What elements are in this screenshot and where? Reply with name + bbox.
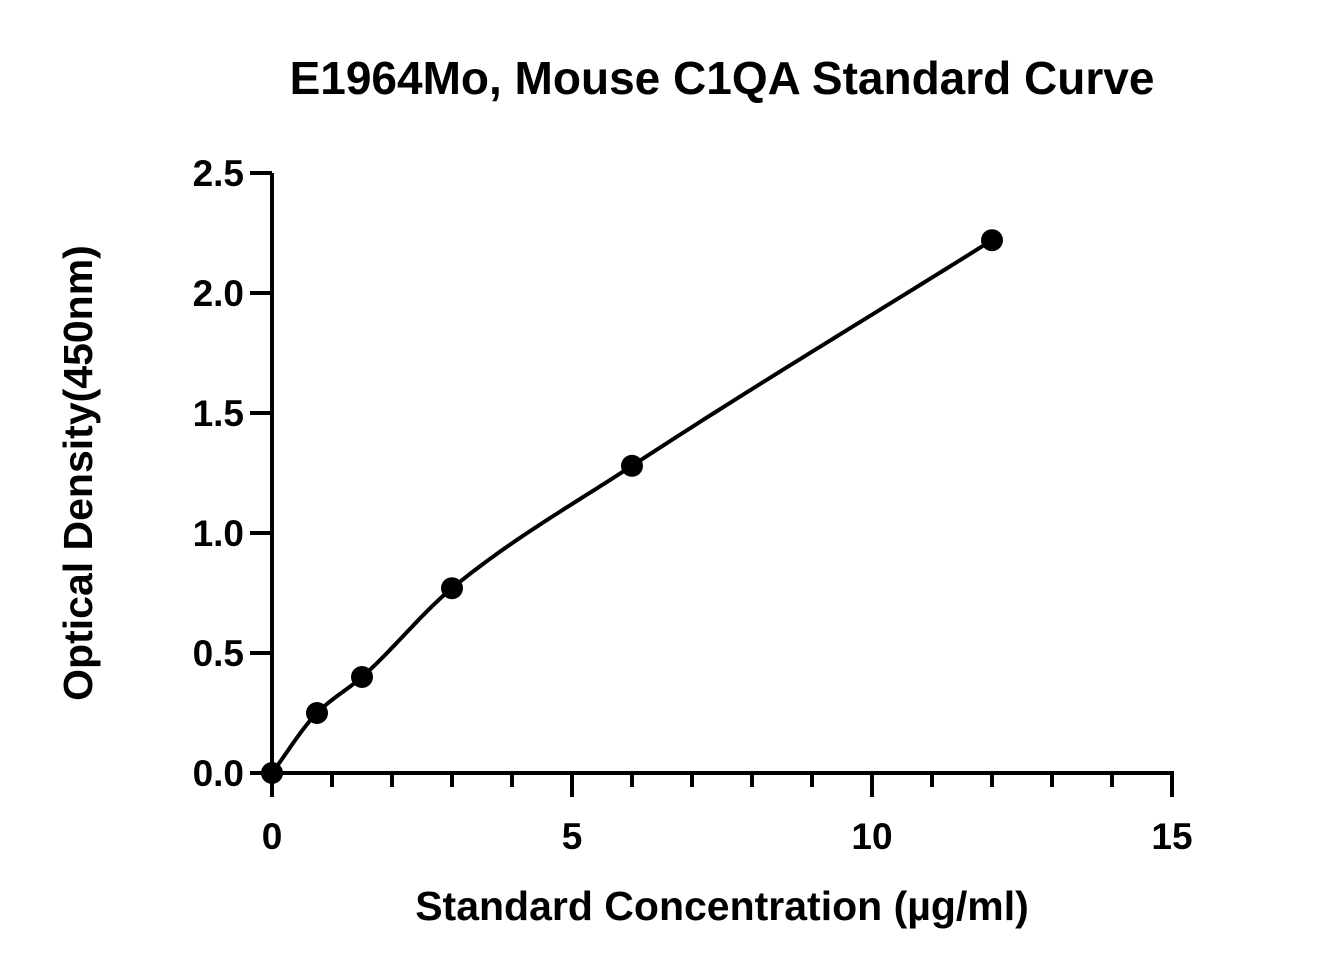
y-ticks: 0.0 0.5 1.0 1.5 2.0 2.5 — [193, 153, 272, 794]
fit-curve-group — [270, 238, 994, 775]
y-tick-label: 2.0 — [193, 273, 244, 314]
data-point — [261, 762, 283, 784]
fit-curve — [270, 238, 994, 775]
y-tick-label: 2.5 — [193, 153, 244, 194]
data-point — [621, 454, 643, 477]
y-tick-label: 0.5 — [193, 633, 244, 674]
x-tick-label: 10 — [851, 816, 892, 857]
x-ticks: 0 5 10 15 — [262, 773, 1193, 857]
chart-title: E1964Mo, Mouse C1QA Standard Curve — [290, 52, 1155, 104]
y-axis-label: Optical Density(450nm) — [55, 245, 101, 701]
x-axis-label: Standard Concentration (µg/ml) — [415, 883, 1029, 929]
data-point — [441, 577, 463, 600]
data-point — [306, 702, 328, 724]
x-tick-label: 0 — [262, 816, 283, 857]
data-point — [351, 666, 373, 688]
data-point — [981, 229, 1003, 252]
y-tick-label: 0.0 — [193, 753, 244, 794]
y-tick-label: 1.5 — [193, 393, 244, 434]
axes — [270, 173, 1174, 775]
data-points — [261, 229, 1003, 784]
y-tick-label: 1.0 — [193, 513, 244, 554]
x-tick-label: 5 — [562, 816, 583, 857]
x-tick-label: 15 — [1151, 816, 1192, 857]
